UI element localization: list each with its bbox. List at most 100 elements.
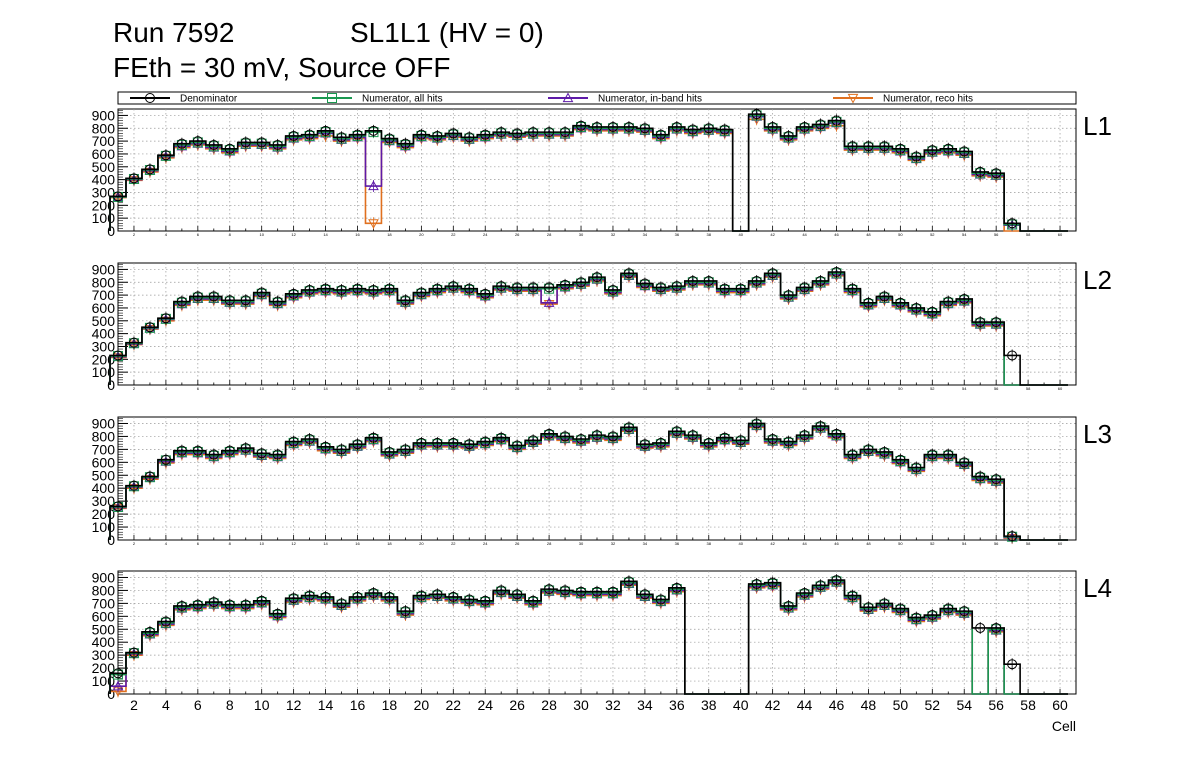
x-tick-label: 56 (988, 697, 1004, 713)
y-tick-label: 700 (92, 595, 116, 611)
bin-point (192, 599, 203, 610)
bin-point (991, 168, 1002, 179)
bin-point (224, 143, 235, 154)
bin-point (607, 284, 618, 295)
legend-label: Denominator (180, 94, 238, 105)
layer-label: L1 (1083, 111, 1112, 141)
bin-point (767, 268, 778, 279)
y-tick-label: 600 (92, 608, 116, 624)
x-tick-label: 48 (866, 541, 871, 546)
y-tick-label: 700 (92, 441, 116, 457)
x-tick-label: 44 (802, 232, 807, 237)
bin-point (464, 283, 475, 294)
x-tick-label: 4 (165, 541, 168, 546)
bin-point (113, 191, 123, 202)
x-tick-label: 54 (956, 697, 972, 713)
x-tick-label: 20 (419, 232, 424, 237)
bin-point (863, 602, 874, 613)
x-tick-label: 18 (387, 386, 392, 391)
bin-point (592, 430, 602, 441)
bin-point (496, 432, 507, 443)
bin-point (815, 580, 826, 591)
bin-point (480, 288, 491, 299)
bin-point (288, 436, 299, 447)
x-tick-label: 54 (962, 232, 967, 237)
bin-point (528, 435, 539, 446)
bin-point (272, 296, 283, 307)
bin-point (368, 180, 379, 191)
x-tick-label: 52 (930, 541, 935, 546)
bin-point (815, 275, 826, 286)
x-tick-label: 38 (707, 232, 712, 237)
x-tick-label: 40 (733, 697, 749, 713)
x-tick-label: 36 (675, 232, 680, 237)
x-tick-label: 46 (834, 541, 839, 546)
bin-point (799, 430, 810, 441)
bin-point (799, 121, 810, 132)
x-tick-label: 6 (197, 232, 200, 237)
bin-point (528, 127, 539, 138)
x-tick-label: 34 (637, 697, 653, 713)
x-tick-label: 10 (259, 541, 264, 546)
bin-point (623, 422, 634, 433)
y-tick-label: 400 (92, 634, 116, 650)
x-tick-label: 54 (962, 386, 967, 391)
bin-point (671, 426, 682, 437)
bin-point (416, 437, 427, 448)
bin-point (544, 127, 555, 138)
bin-point (767, 434, 778, 445)
x-tick-label: 4 (165, 232, 168, 237)
bin-point (560, 127, 571, 138)
bin-point (368, 219, 379, 229)
x-tick-label: 52 (925, 697, 941, 713)
bin-point (895, 143, 906, 154)
x-tick-label: 4 (165, 386, 168, 391)
bin-point (320, 591, 331, 602)
legend-marker-circle (145, 93, 155, 103)
bin-point (927, 306, 938, 317)
bin-point (496, 127, 507, 138)
y-tick-label: 900 (92, 261, 116, 277)
bin-point (735, 435, 746, 446)
bin-point (256, 287, 267, 298)
bin-point (256, 448, 267, 459)
bin-point (352, 283, 363, 294)
bin-point (879, 141, 890, 152)
bin-point (959, 606, 970, 617)
bin-point (160, 313, 171, 324)
y-tick-label: 200 (92, 660, 116, 676)
bin-point (176, 600, 187, 611)
bin-point (352, 439, 363, 450)
bin-point (480, 595, 491, 606)
legend: Denominator Numerator, all hits Numerator,… (117, 91, 1077, 105)
legend-label: Numerator, in-band hits (598, 94, 702, 105)
layer-label: L4 (1083, 573, 1112, 603)
x-tick-label: 20 (414, 697, 430, 713)
bin-point (671, 582, 682, 593)
bin-point (528, 595, 539, 606)
x-tick-label: 46 (829, 697, 845, 713)
bin-point (113, 501, 123, 512)
bin-point (144, 626, 155, 637)
x-tick-label: 30 (579, 386, 584, 391)
series-denominator (109, 108, 1069, 232)
bin-point (831, 115, 842, 126)
bin-point (576, 434, 587, 445)
bin-point (336, 598, 347, 609)
layer-label: L3 (1083, 419, 1112, 449)
x-tick-label: 44 (797, 697, 813, 713)
bin-point (815, 421, 826, 432)
bin-point (208, 139, 219, 150)
x-tick-label: 50 (898, 541, 903, 546)
bin-point (240, 295, 251, 306)
y-tick-label: 300 (92, 647, 116, 663)
bin-point (1007, 350, 1018, 361)
x-tick-label: 50 (898, 232, 903, 237)
y-tick-label: 500 (92, 621, 116, 637)
bin-point (400, 606, 411, 617)
bin-point (1007, 659, 1018, 670)
bin-point (288, 130, 299, 141)
bin-point (863, 141, 874, 152)
bin-point (959, 146, 970, 157)
